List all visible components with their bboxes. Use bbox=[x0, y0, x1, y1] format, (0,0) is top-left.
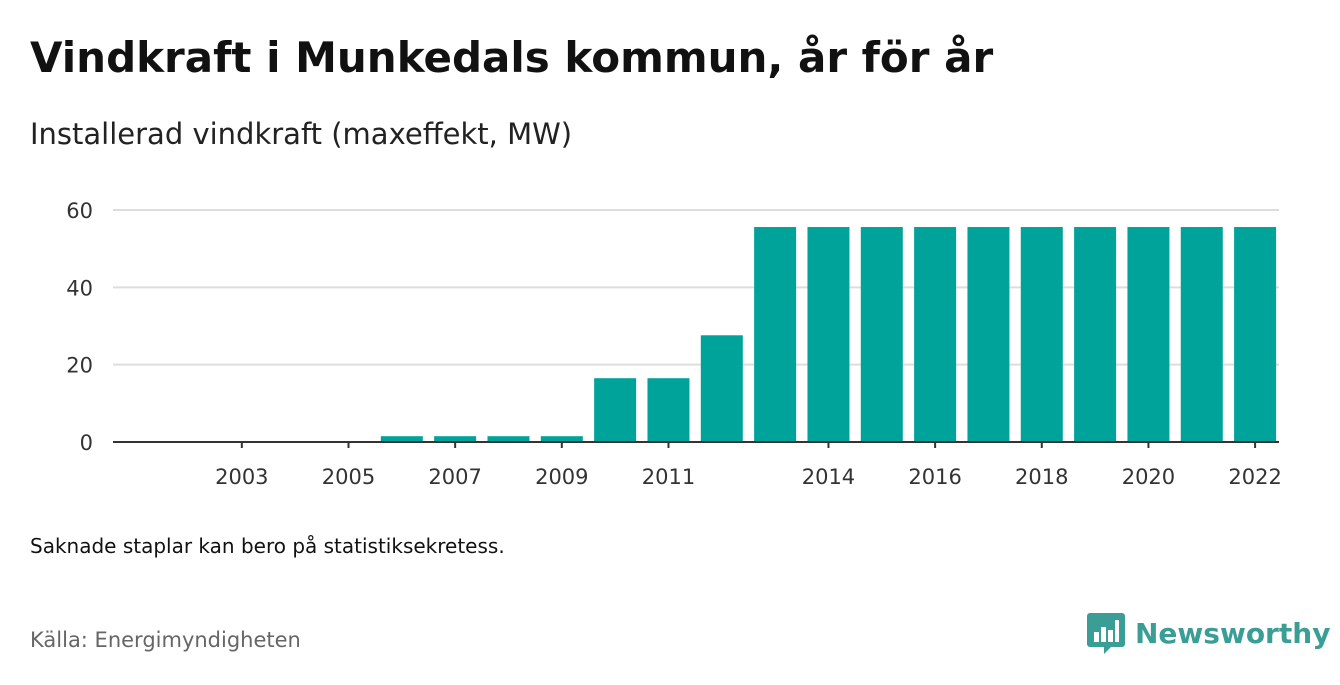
bar-chart: 0 20 40 60 2003 2005 2007 2009 2011 2014 2016 2018 2… bbox=[66, 199, 1282, 489]
newsworthy-logo-icon bbox=[1087, 613, 1125, 654]
x-tick-label: 2003 bbox=[215, 465, 268, 489]
bar bbox=[594, 378, 637, 442]
source-credit: Källa: Energimyndigheten bbox=[30, 628, 301, 652]
bar bbox=[860, 227, 903, 442]
bar bbox=[1074, 227, 1117, 442]
x-tick-label: 2020 bbox=[1122, 465, 1175, 489]
x-tick-label: 2018 bbox=[1015, 465, 1068, 489]
bar bbox=[647, 378, 690, 442]
bar bbox=[1180, 227, 1223, 442]
bar bbox=[700, 335, 743, 442]
bar bbox=[1020, 227, 1063, 442]
x-tick-label: 2016 bbox=[908, 465, 961, 489]
bar bbox=[434, 436, 477, 442]
x-tick-label: 2014 bbox=[802, 465, 855, 489]
bar bbox=[967, 227, 1010, 442]
x-tick-label: 2005 bbox=[322, 465, 375, 489]
bar bbox=[380, 436, 423, 442]
bar bbox=[540, 436, 583, 442]
chart-title: Vindkraft i Munkedals kommun, år för år bbox=[30, 33, 994, 82]
x-tick-label: 2022 bbox=[1228, 465, 1281, 489]
y-tick-label: 20 bbox=[66, 354, 93, 378]
newsworthy-logo: Newsworthy bbox=[1087, 611, 1330, 655]
footnote: Saknade staplar kan bero på statistiksek… bbox=[30, 534, 505, 558]
bar bbox=[754, 227, 797, 442]
y-tick-label: 0 bbox=[80, 431, 93, 455]
x-tick-label: 2011 bbox=[642, 465, 695, 489]
chart-subtitle: Installerad vindkraft (maxeffekt, MW) bbox=[30, 117, 573, 151]
brand-name: Newsworthy bbox=[1135, 616, 1331, 650]
y-tick-label: 40 bbox=[66, 276, 93, 300]
bar bbox=[914, 227, 957, 442]
bar bbox=[1127, 227, 1170, 442]
x-tick-label: 2007 bbox=[428, 465, 481, 489]
bar bbox=[1234, 227, 1277, 442]
x-tick-label: 2009 bbox=[535, 465, 588, 489]
bar bbox=[487, 436, 530, 442]
bar bbox=[807, 227, 850, 442]
y-tick-label: 60 bbox=[66, 199, 93, 223]
